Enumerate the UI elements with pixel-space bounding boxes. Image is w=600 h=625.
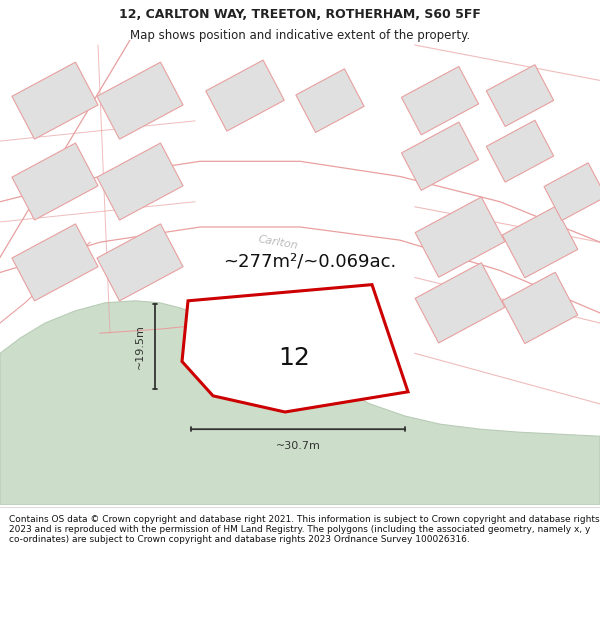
Polygon shape	[296, 69, 364, 132]
Polygon shape	[12, 143, 98, 220]
Text: Carlton: Carlton	[257, 234, 299, 251]
Text: Contains OS data © Crown copyright and database right 2021. This information is : Contains OS data © Crown copyright and d…	[9, 514, 599, 544]
Polygon shape	[182, 284, 408, 412]
Polygon shape	[502, 272, 578, 344]
Text: ~19.5m: ~19.5m	[135, 324, 145, 369]
Text: 12, CARLTON WAY, TREETON, ROTHERHAM, S60 5FF: 12, CARLTON WAY, TREETON, ROTHERHAM, S60…	[119, 8, 481, 21]
Text: ~277m²/~0.069ac.: ~277m²/~0.069ac.	[223, 253, 397, 271]
Polygon shape	[206, 60, 284, 131]
Text: 12: 12	[279, 346, 311, 370]
Polygon shape	[401, 122, 479, 191]
Polygon shape	[401, 66, 479, 135]
Polygon shape	[487, 120, 554, 182]
Polygon shape	[0, 301, 600, 505]
Polygon shape	[12, 62, 98, 139]
Polygon shape	[502, 206, 578, 278]
Polygon shape	[97, 224, 183, 301]
Text: ~30.7m: ~30.7m	[275, 441, 320, 451]
Polygon shape	[97, 62, 183, 139]
Polygon shape	[97, 143, 183, 220]
Polygon shape	[487, 65, 554, 126]
Polygon shape	[544, 162, 600, 221]
Text: Map shows position and indicative extent of the property.: Map shows position and indicative extent…	[130, 29, 470, 42]
Polygon shape	[12, 224, 98, 301]
Polygon shape	[415, 262, 505, 343]
Polygon shape	[415, 197, 505, 278]
